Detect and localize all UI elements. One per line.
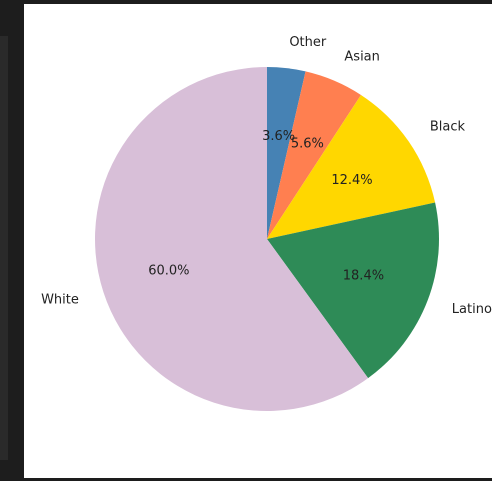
pct-label-black: 12.4% — [331, 173, 372, 188]
figure-canvas: 3.6% Other 5.6% Asian 12.4% Black 18.4% Latino 6… — [24, 4, 492, 478]
pie-slice-latino — [267, 202, 439, 379]
pie-labels: 3.6% Other 5.6% Asian 12.4% Black 18.4% Latino 6… — [41, 35, 492, 317]
pie-chart: 3.6% Other 5.6% Asian 12.4% Black 18.4% Latino 6… — [41, 35, 492, 411]
background-window-edge — [0, 36, 8, 460]
pie-slice-other — [267, 67, 306, 239]
pct-label-latino: 18.4% — [343, 268, 384, 283]
pie-slice-asian — [267, 71, 361, 239]
category-label-white: White — [41, 293, 79, 308]
category-label-latino: Latino — [452, 302, 492, 317]
pie-slices — [95, 67, 439, 411]
pct-label-white: 60.0% — [148, 263, 189, 278]
pie-slice-black — [267, 94, 436, 239]
pct-label-other: 3.6% — [262, 129, 295, 144]
category-label-black: Black — [430, 119, 466, 134]
category-label-asian: Asian — [344, 49, 379, 64]
pct-label-asian: 5.6% — [291, 137, 324, 152]
category-label-other: Other — [289, 35, 327, 50]
pie-slice-white — [95, 67, 369, 411]
